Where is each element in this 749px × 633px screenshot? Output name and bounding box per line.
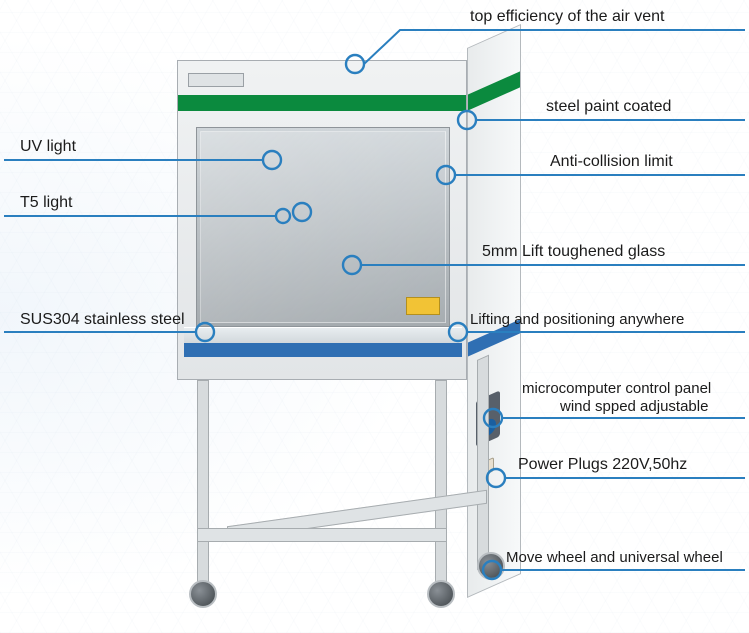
label-steel-paint: steel paint coated xyxy=(546,98,671,116)
label-glass: 5mm Lift toughened glass xyxy=(482,243,665,261)
cabinet-front xyxy=(177,60,467,380)
cabinet-illustration xyxy=(177,60,521,620)
label-control-1: microcomputer control panel xyxy=(522,380,711,397)
label-sus: SUS304 stainless steel xyxy=(20,311,185,329)
label-anti-collision: Anti-collision limit xyxy=(550,153,673,171)
label-control-2: wind spped adjustable xyxy=(560,398,708,415)
label-plug: Power Plugs 220V,50hz xyxy=(518,456,687,474)
caster-wheel xyxy=(427,580,455,608)
label-wheel: Move wheel and universal wheel xyxy=(506,549,723,566)
label-top-vent: top efficiency of the air vent xyxy=(470,8,664,26)
label-lifting: Lifting and positioning anywhere xyxy=(470,311,684,328)
caster-wheel xyxy=(477,552,505,580)
label-uv: UV light xyxy=(20,138,76,156)
caster-wheel xyxy=(189,580,217,608)
label-t5: T5 light xyxy=(20,194,72,212)
